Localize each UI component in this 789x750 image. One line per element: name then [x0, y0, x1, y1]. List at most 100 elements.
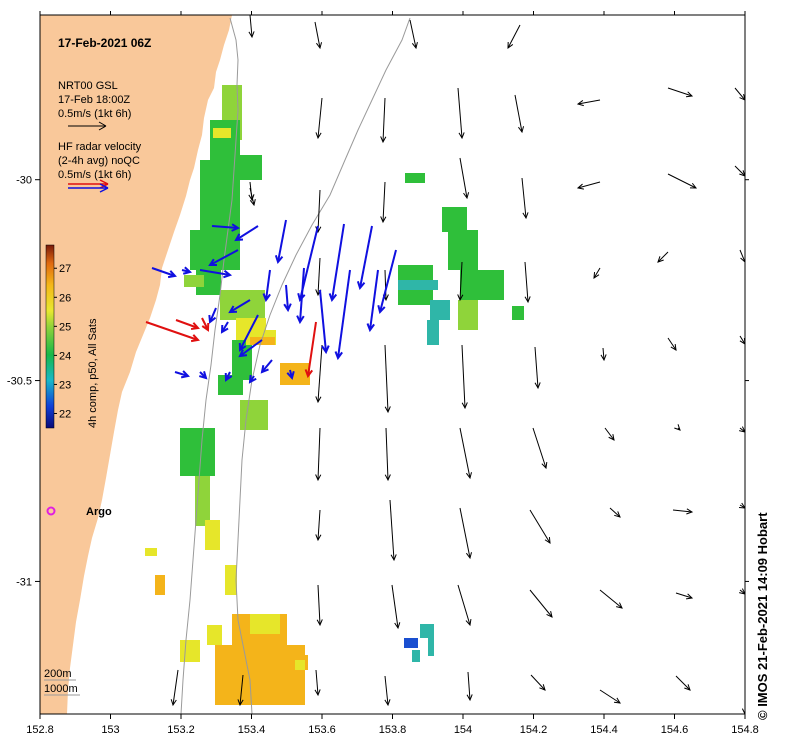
y-tick-label: -31 — [16, 576, 32, 588]
radar-vectors — [145, 219, 397, 384]
current-arrow — [409, 19, 418, 50]
sst-pixel-patch — [184, 275, 204, 287]
current-arrow — [170, 669, 179, 707]
legend-model-time: 17-Feb 18:00Z — [58, 94, 130, 106]
sst-pixel-patch — [442, 207, 467, 232]
legend-radar-avg: (2-4h avg) noQC — [58, 155, 140, 167]
sst-pixel-patch — [250, 337, 275, 345]
radar-arrow — [286, 369, 295, 381]
current-vectors — [170, 15, 745, 714]
sst-pixels — [145, 85, 524, 705]
current-arrow — [314, 669, 321, 697]
sst-pixel-patch — [205, 520, 220, 550]
current-arrow — [315, 344, 323, 404]
radar-arrow — [238, 339, 263, 358]
radar-arrow — [199, 269, 233, 279]
current-arrow — [459, 427, 472, 480]
x-tick-label: 154 — [454, 724, 472, 736]
sst-pixel-patch — [180, 428, 215, 476]
current-arrow — [593, 267, 601, 279]
sst-pixel-patch — [512, 306, 524, 320]
current-arrow — [674, 424, 681, 431]
sst-pixel-patch — [458, 300, 478, 330]
sst-pixel-patch — [240, 155, 262, 180]
current-arrow — [459, 507, 472, 560]
current-arrow — [534, 346, 541, 390]
y-tick-label: -30 — [16, 175, 32, 187]
sst-pixel-patch — [427, 320, 439, 345]
current-arrow — [675, 675, 691, 691]
radar-arrow — [296, 267, 305, 325]
legend-model-scale: 0.5m/s (1kt 6h) — [58, 108, 131, 120]
current-arrow — [739, 335, 745, 345]
radar-arrow — [151, 267, 177, 279]
x-tick-label: 154.2 — [520, 724, 548, 736]
current-arrow — [380, 97, 387, 144]
sst-pixel-patch — [448, 230, 478, 270]
x-tick-label: 153 — [101, 724, 119, 736]
current-arrow — [604, 427, 615, 441]
x-tick-label: 153.8 — [379, 724, 407, 736]
map-title: 17-Feb-2021 06Z — [58, 36, 151, 50]
argo-marker-icon[interactable] — [46, 506, 56, 516]
radar-arrow — [366, 269, 379, 333]
current-arrow — [738, 502, 745, 509]
current-arrow — [529, 589, 553, 618]
current-arrow — [315, 427, 322, 482]
radar-arrow — [283, 284, 292, 313]
sst-pixel-patch — [405, 173, 425, 183]
colorbar-ticks: 27 26 25 24 23 22 — [54, 263, 71, 420]
sst-pixel-patch — [420, 624, 434, 638]
radar-arrow — [328, 223, 345, 303]
x-tick-label: 153.4 — [238, 724, 266, 736]
current-arrow — [248, 181, 255, 202]
current-arrow — [457, 584, 472, 627]
sst-pixel-patch — [215, 645, 305, 705]
current-arrow — [389, 499, 397, 562]
colorbar-label: 4h comp, p50, All Sats — [87, 318, 99, 428]
sst-pixel-patch — [428, 638, 434, 656]
current-arrow — [457, 87, 465, 140]
radar-arrow — [238, 314, 259, 352]
current-arrow — [739, 249, 745, 263]
current-arrow — [249, 187, 256, 207]
radar-arrow — [145, 321, 200, 343]
colorbar: 27 26 25 24 23 22 4h comp, p50, All Sats — [45, 244, 99, 429]
y-tick-label: -30.5 — [7, 376, 32, 388]
argo-label: Argo — [86, 506, 112, 518]
current-arrow — [657, 251, 669, 263]
sst-pixel-patch — [145, 548, 157, 556]
radar-arrow — [208, 307, 217, 324]
sst-pixel-patch — [155, 575, 165, 595]
radar-arrow — [175, 319, 200, 331]
sst-pixel-patch — [398, 280, 438, 290]
colorbar-tick-label: 24 — [59, 350, 71, 362]
isobath-lines — [180, 17, 411, 714]
sst-pixel-patch — [218, 375, 243, 395]
current-arrow — [459, 157, 470, 200]
current-arrow — [600, 347, 607, 362]
land-mass — [40, 15, 232, 714]
current-arrow — [514, 94, 525, 134]
current-arrow — [384, 675, 391, 707]
radar-arrow — [304, 321, 317, 379]
radar-arrow — [181, 266, 193, 275]
radar-arrow — [248, 374, 257, 384]
sst-pixel-patch — [207, 625, 222, 645]
x-tick-label: 154.8 — [731, 724, 759, 736]
argo-float[interactable]: Argo — [46, 506, 112, 518]
current-arrow — [739, 588, 745, 595]
current-arrow — [576, 99, 601, 107]
current-arrow — [384, 427, 391, 482]
current-arrow — [384, 344, 391, 414]
radar-arrow — [201, 317, 210, 332]
current-arrow — [315, 257, 322, 297]
current-arrow — [461, 344, 468, 410]
sst-pixel-patch — [200, 160, 240, 230]
sst-pixel-patch — [412, 650, 420, 662]
radar-arrow — [334, 269, 351, 361]
current-arrow — [315, 509, 322, 542]
legend-model-arrow — [68, 121, 107, 131]
x-tick-label: 153.2 — [167, 724, 195, 736]
isobath-label-1000m: 1000m — [44, 683, 78, 695]
